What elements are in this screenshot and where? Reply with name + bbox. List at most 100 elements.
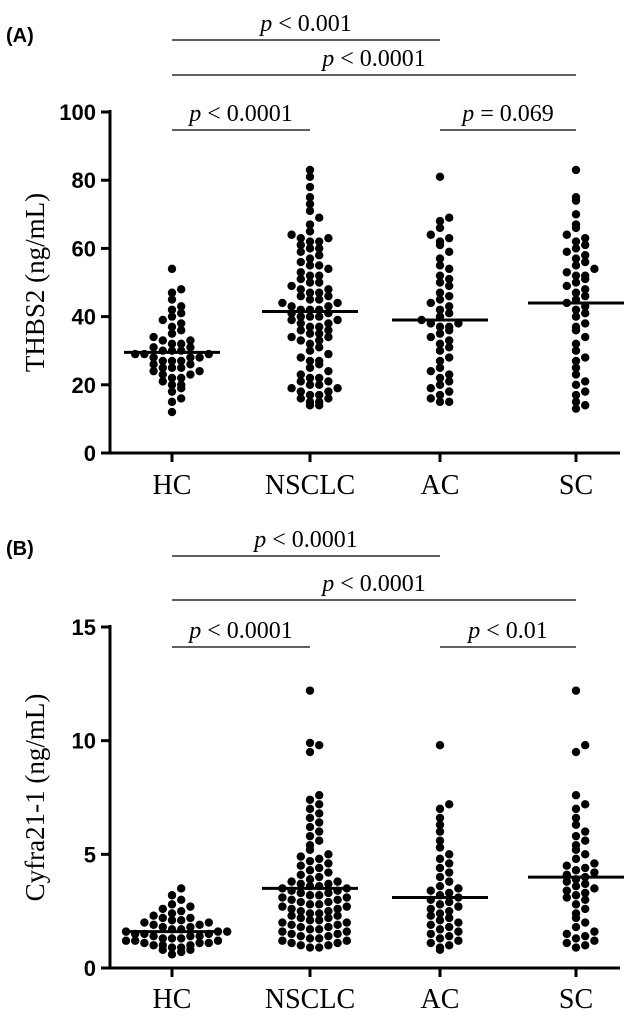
x-tick-label: AC <box>421 984 460 1015</box>
data-point <box>305 738 315 748</box>
data-point <box>131 936 140 945</box>
data-point <box>324 233 333 243</box>
p-value-label: p < 0.0001 <box>320 571 426 597</box>
data-point <box>562 861 571 870</box>
data-point <box>315 854 324 864</box>
data-point <box>296 906 305 916</box>
data-point <box>435 843 445 852</box>
y-axis-label: Cyfra21-1 (ng/mL) <box>20 694 50 902</box>
data-point <box>305 288 315 297</box>
data-point <box>186 941 195 950</box>
data-point <box>562 230 571 239</box>
data-point <box>204 938 213 948</box>
data-point <box>296 897 305 907</box>
data-point <box>445 800 454 809</box>
data-point <box>186 336 195 345</box>
data-point <box>287 230 296 239</box>
data-point <box>315 809 324 818</box>
data-point <box>581 319 590 328</box>
data-point <box>305 804 315 814</box>
data-point <box>305 244 315 253</box>
data-point <box>581 291 590 301</box>
data-point <box>324 264 333 274</box>
data-point <box>435 872 445 882</box>
data-point <box>445 336 454 345</box>
data-point <box>195 938 204 948</box>
panel-a: (A) THBS2 (ng/mL) 0 20 40 60 80 100 HC NSCLC AC SC p… <box>6 11 624 501</box>
data-point <box>167 943 177 952</box>
data-point <box>562 893 571 902</box>
data-point <box>223 927 232 936</box>
data-point <box>571 791 581 800</box>
data-point <box>305 271 315 280</box>
data-point <box>305 841 315 850</box>
data-point <box>315 872 324 882</box>
data-point <box>324 859 333 868</box>
data-point <box>158 356 167 366</box>
data-point <box>287 904 296 914</box>
data-point <box>167 356 177 366</box>
data-point <box>296 312 305 321</box>
data-point <box>204 918 213 927</box>
data-point <box>305 322 315 332</box>
data-point <box>315 244 324 253</box>
data-point <box>305 237 315 246</box>
data-point <box>296 394 305 403</box>
data-point <box>571 210 581 219</box>
data-point <box>177 285 186 294</box>
data-point <box>571 943 581 952</box>
data-point <box>581 827 590 836</box>
data-point <box>278 893 287 902</box>
data-point <box>296 852 305 861</box>
data-point <box>287 929 296 939</box>
data-point <box>333 384 342 393</box>
data-point <box>581 285 590 294</box>
data-point <box>435 804 445 814</box>
data-point <box>454 927 463 936</box>
data-point <box>581 895 590 904</box>
data-point <box>296 319 305 328</box>
data-point <box>571 747 581 757</box>
data-point <box>305 866 315 875</box>
data-point <box>562 268 571 277</box>
x-tick-label: NSCLC <box>265 470 355 501</box>
data-point <box>445 353 454 362</box>
data-point <box>571 922 581 932</box>
data-point <box>140 918 149 927</box>
data-point <box>287 877 296 886</box>
data-point <box>435 813 445 823</box>
data-point <box>149 911 158 920</box>
data-point <box>315 373 324 383</box>
data-point <box>167 339 177 349</box>
data-point <box>324 913 333 923</box>
data-point <box>445 931 454 941</box>
data-point <box>177 934 186 943</box>
data-point <box>435 854 445 864</box>
data-point <box>177 302 186 311</box>
data-point <box>571 305 581 314</box>
data-point <box>342 893 351 902</box>
data-point <box>581 863 590 873</box>
data-point <box>177 356 186 366</box>
data-point <box>305 373 315 383</box>
data-point <box>324 941 333 950</box>
data-point <box>305 278 315 287</box>
data-point <box>296 370 305 379</box>
data-point <box>158 363 167 372</box>
data-point <box>435 925 445 934</box>
data-point <box>581 918 590 927</box>
data-point <box>571 370 581 379</box>
data-point <box>186 922 195 932</box>
data-point <box>121 936 131 945</box>
data-point <box>324 302 333 311</box>
data-point <box>305 199 315 209</box>
data-point <box>445 247 454 257</box>
data-point <box>435 916 445 925</box>
data-point <box>186 353 195 362</box>
data-point <box>167 950 177 959</box>
data-point <box>186 931 195 941</box>
data-point <box>562 281 571 291</box>
data-point <box>296 268 305 277</box>
data-point <box>324 906 333 916</box>
data-point <box>167 305 177 314</box>
